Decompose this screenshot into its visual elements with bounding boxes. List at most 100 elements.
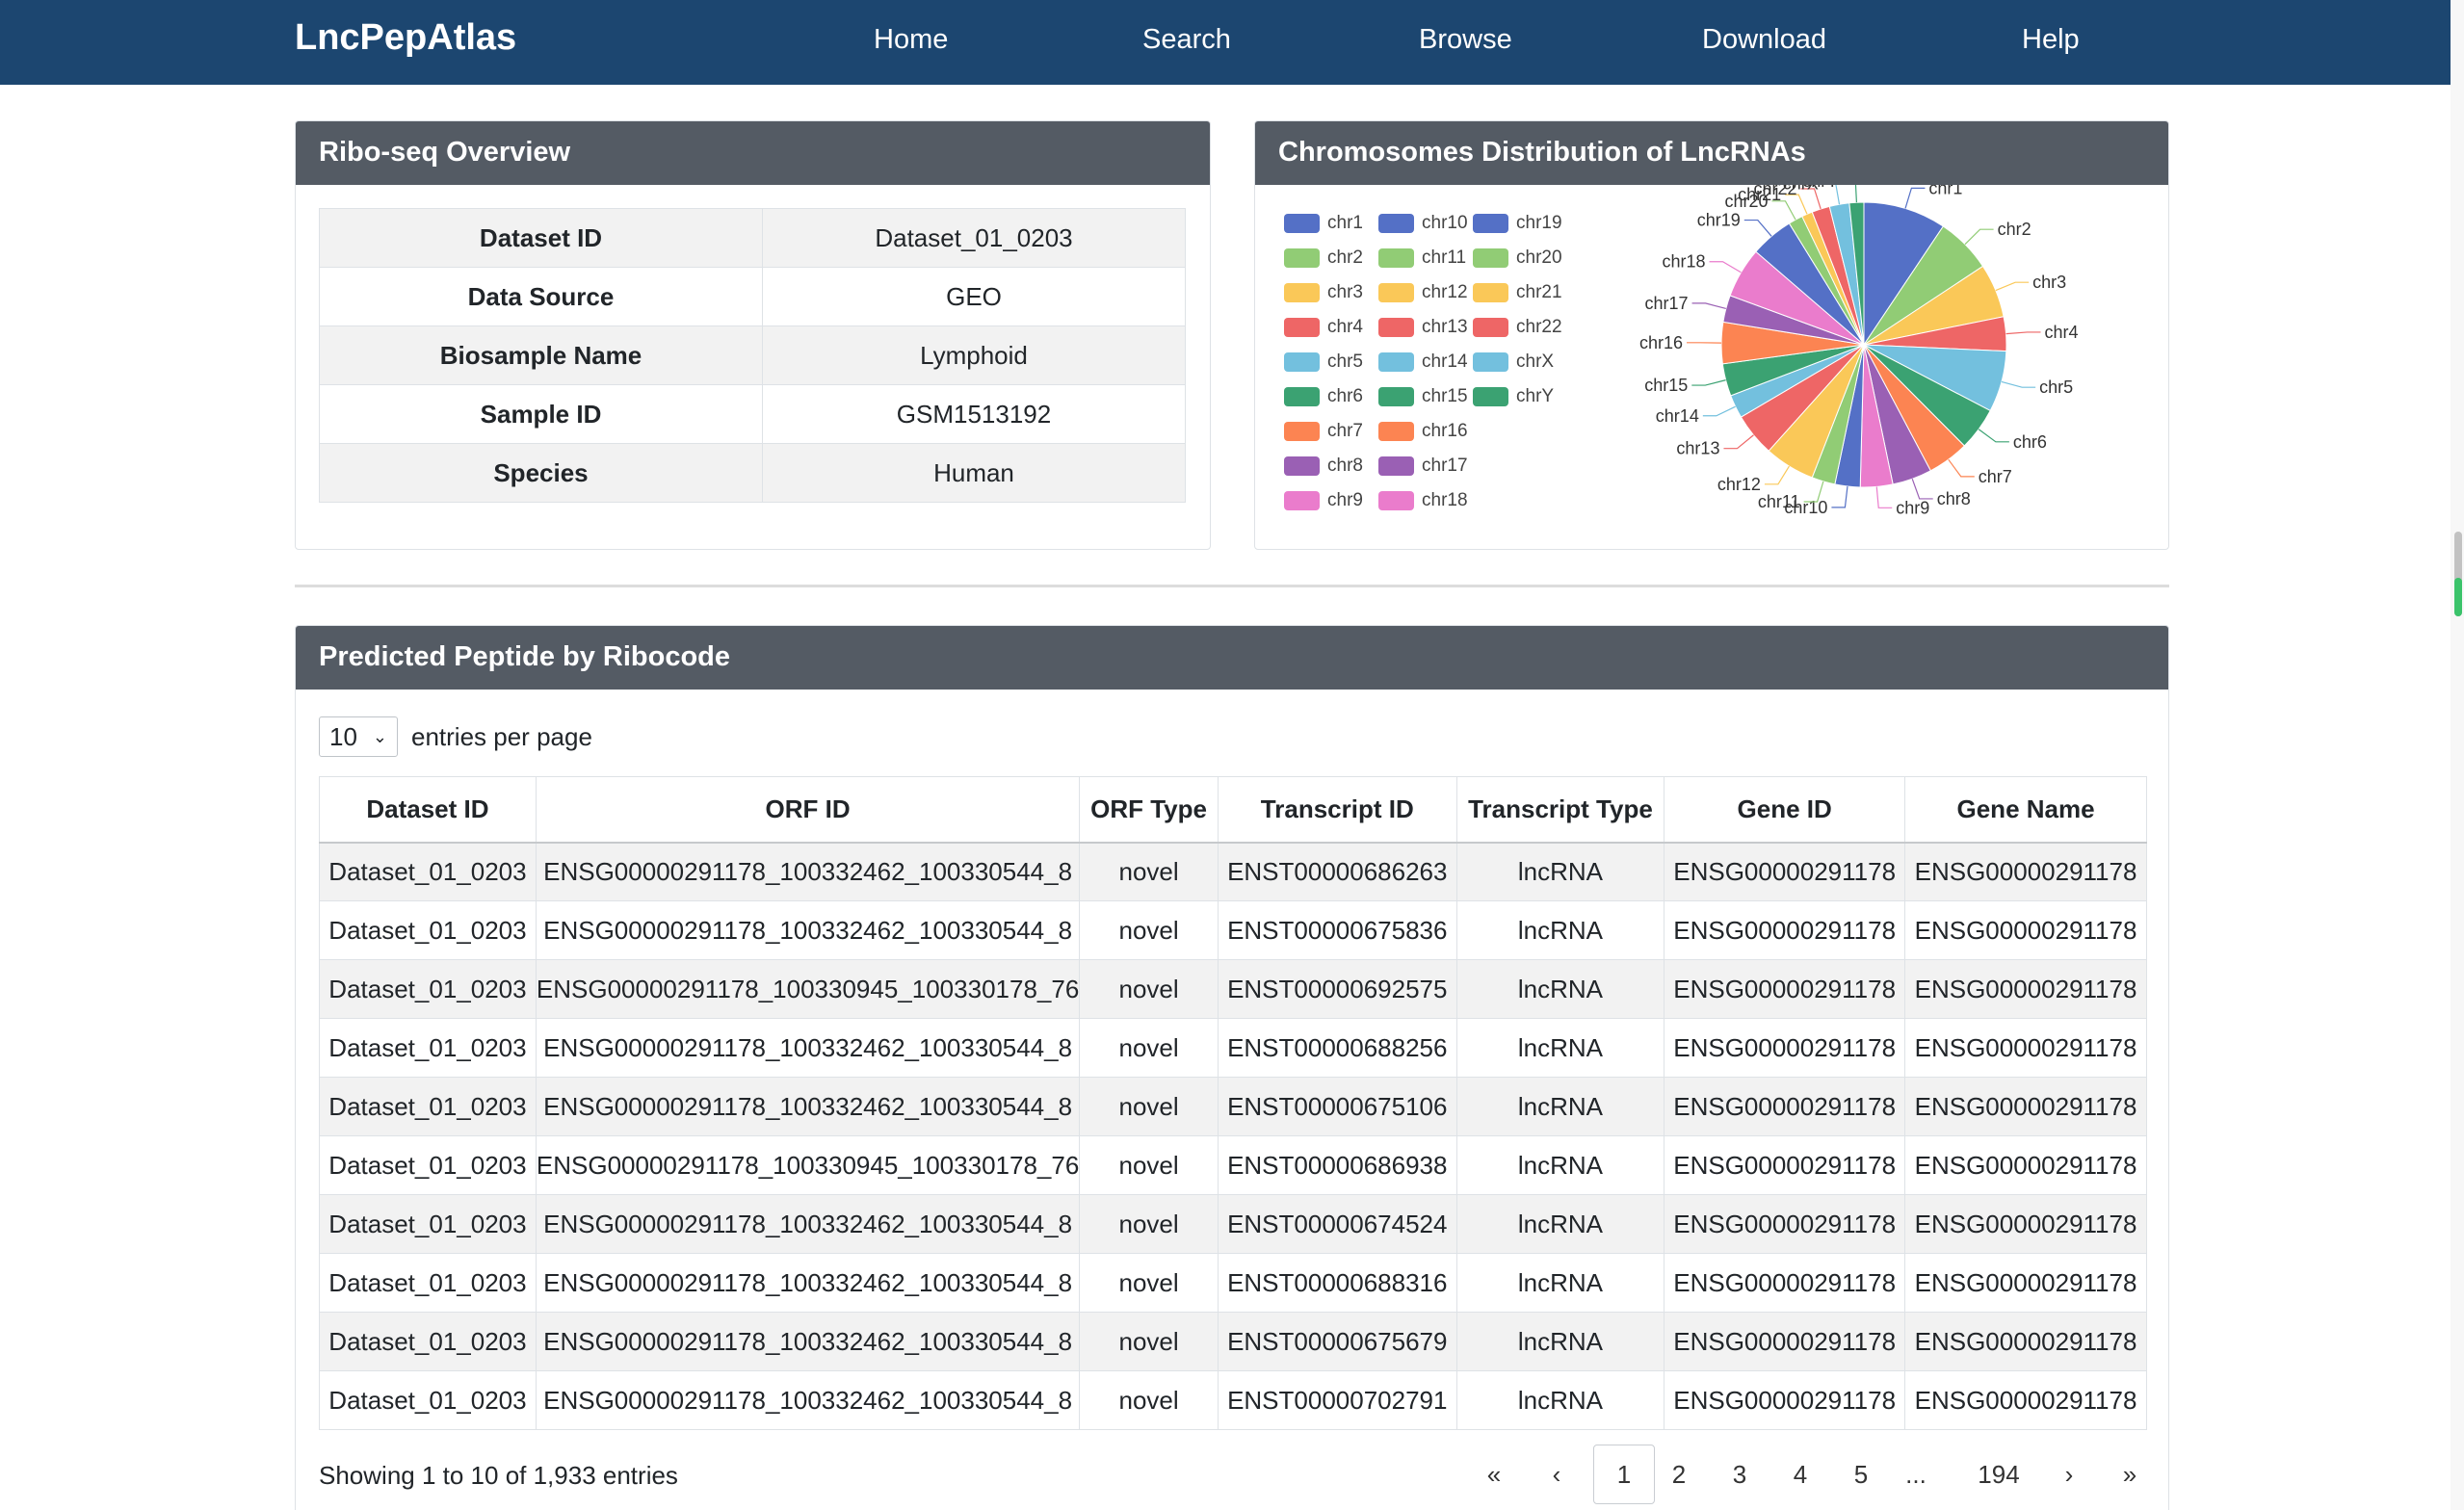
pie-label-line <box>1948 458 1975 478</box>
legend-item[interactable]: chr18 <box>1378 490 1468 511</box>
legend-swatch <box>1473 248 1508 268</box>
table-cell: ENST00000688316 <box>1217 1253 1457 1313</box>
column-header[interactable]: Dataset ID <box>319 776 537 844</box>
legend-item[interactable]: chrY <box>1473 386 1554 407</box>
table-cell: Dataset_01_0203 <box>319 1370 537 1430</box>
page-link[interactable]: 194 <box>1978 1459 2020 1489</box>
overview-row: Sample ID GSM1513192 <box>319 384 1186 444</box>
pie-label-line <box>1831 485 1848 508</box>
pie-label-line <box>1709 261 1742 273</box>
legend-swatch <box>1284 387 1320 406</box>
legend-swatch <box>1378 318 1414 337</box>
brand-logo[interactable]: LncPepAtlas <box>295 17 517 58</box>
nav-help[interactable]: Help <box>2022 24 2080 55</box>
legend-item[interactable]: chr12 <box>1378 282 1468 303</box>
table-cell: ENSG00000291178 <box>1664 842 1906 901</box>
page-size-select[interactable]: 10 ⌄ <box>319 716 398 757</box>
legend-item[interactable]: chr5 <box>1284 351 1363 373</box>
table-cell: ENSG00000291178 <box>1664 1370 1906 1430</box>
legend-item[interactable]: chr16 <box>1378 421 1468 442</box>
pie-label: chr13 <box>1676 439 1719 458</box>
table-cell: lncRNA <box>1455 900 1665 960</box>
legend-item[interactable]: chr15 <box>1378 386 1468 407</box>
overview-row: Species Human <box>319 443 1186 503</box>
table-cell: ENSG00000291178 <box>1904 900 2147 960</box>
section-divider <box>295 585 2169 587</box>
overview-value: Lymphoid <box>762 325 1186 385</box>
pie-label: chrY <box>1802 185 1838 191</box>
column-header[interactable]: Gene Name <box>1904 776 2147 844</box>
legend-item[interactable]: chr7 <box>1284 421 1363 442</box>
nav-browse[interactable]: Browse <box>1419 24 1512 55</box>
scrollbar-thumb[interactable] <box>2454 532 2462 616</box>
table-cell: ENST00000674524 <box>1217 1194 1457 1254</box>
page-link[interactable]: « <box>1486 1459 1502 1489</box>
nav-search[interactable]: Search <box>1142 24 1231 55</box>
pie-label-line <box>1854 185 1858 203</box>
pie-label-line <box>1771 200 1796 221</box>
table-row: Dataset_01_0203 ENSG00000291178_100330945… <box>319 1135 2147 1195</box>
nav-download[interactable]: Download <box>1702 24 1826 55</box>
table-cell: ENST00000675106 <box>1217 1077 1457 1136</box>
overview-key: Dataset ID <box>319 208 763 268</box>
legend-item[interactable]: chr8 <box>1284 456 1363 477</box>
legend-swatch <box>1378 387 1414 406</box>
legend-item[interactable]: chr13 <box>1378 317 1468 338</box>
pie-label: chr22 <box>1753 185 1796 198</box>
column-header[interactable]: Gene ID <box>1664 776 1906 844</box>
pie-label: chr7 <box>1979 467 2012 486</box>
column-header[interactable]: Transcript ID <box>1217 776 1457 844</box>
overview-key: Biosample Name <box>319 325 763 385</box>
legend-item[interactable]: chr6 <box>1284 386 1363 407</box>
page-link[interactable]: ‹ <box>1552 1459 1561 1489</box>
nav-home[interactable]: Home <box>874 24 949 55</box>
page-link[interactable]: 2 <box>1671 1459 1687 1489</box>
column-header[interactable]: Transcript Type <box>1455 776 1665 844</box>
chromosome-card-title: Chromosomes Distribution of LncRNAs <box>1255 121 2168 185</box>
table-row: Dataset_01_0203 ENSG00000291178_100332462… <box>319 1018 2147 1078</box>
page-link[interactable]: 3 <box>1732 1459 1747 1489</box>
legend-swatch <box>1378 491 1414 510</box>
column-header[interactable]: ORF ID <box>535 776 1081 844</box>
legend-item[interactable]: chr9 <box>1284 490 1363 511</box>
page-link[interactable]: 1 <box>1593 1445 1655 1504</box>
legend-item[interactable]: chr10 <box>1378 213 1468 234</box>
legend-item[interactable]: chr11 <box>1378 247 1466 269</box>
pie-label-line <box>1995 281 2030 292</box>
table-row: Dataset_01_0203 ENSG00000291178_100332462… <box>319 842 2147 901</box>
legend-item[interactable]: chr22 <box>1473 317 1562 338</box>
legend-item[interactable]: chr21 <box>1473 282 1562 303</box>
page-scrollbar[interactable] <box>2451 0 2464 1510</box>
legend-item[interactable]: chr17 <box>1378 456 1468 477</box>
table-row: Dataset_01_0203 ENSG00000291178_100330945… <box>319 959 2147 1019</box>
legend-item[interactable]: chr3 <box>1284 282 1363 303</box>
legend-label: chr22 <box>1516 317 1562 337</box>
table-cell: ENST00000702791 <box>1217 1370 1457 1430</box>
legend-item[interactable]: chr4 <box>1284 317 1363 338</box>
legend-item[interactable]: chr2 <box>1284 247 1363 269</box>
table-cell: Dataset_01_0203 <box>319 1077 537 1136</box>
page-link[interactable]: 5 <box>1853 1459 1869 1489</box>
legend-label: chr15 <box>1422 386 1468 406</box>
table-row: Dataset_01_0203 ENSG00000291178_100332462… <box>319 1194 2147 1254</box>
page-link[interactable]: › <box>2064 1459 2074 1489</box>
legend-item[interactable]: chr20 <box>1473 247 1562 269</box>
legend-swatch <box>1284 352 1320 372</box>
legend-label: chr14 <box>1422 351 1468 372</box>
column-header[interactable]: ORF Type <box>1079 776 1219 844</box>
table-cell: novel <box>1079 1370 1219 1430</box>
legend-label: chr6 <box>1327 386 1363 406</box>
legend-item[interactable]: chr1 <box>1284 213 1363 234</box>
legend-label: chr17 <box>1422 456 1468 476</box>
page-link[interactable]: » <box>2122 1459 2137 1489</box>
legend-swatch <box>1284 283 1320 302</box>
legend-item[interactable]: chr14 <box>1378 351 1468 373</box>
pie-label-line <box>1723 434 1754 450</box>
table-cell: ENST00000686938 <box>1217 1135 1457 1195</box>
page-link[interactable]: 4 <box>1793 1459 1808 1489</box>
legend-item[interactable]: chrX <box>1473 351 1554 373</box>
table-cell: lncRNA <box>1455 842 1665 901</box>
pie-slice[interactable] <box>1863 201 1945 347</box>
legend-item[interactable]: chr19 <box>1473 213 1562 234</box>
table-cell: ENSG00000291178_100332462_100330544_8 <box>535 1312 1081 1371</box>
